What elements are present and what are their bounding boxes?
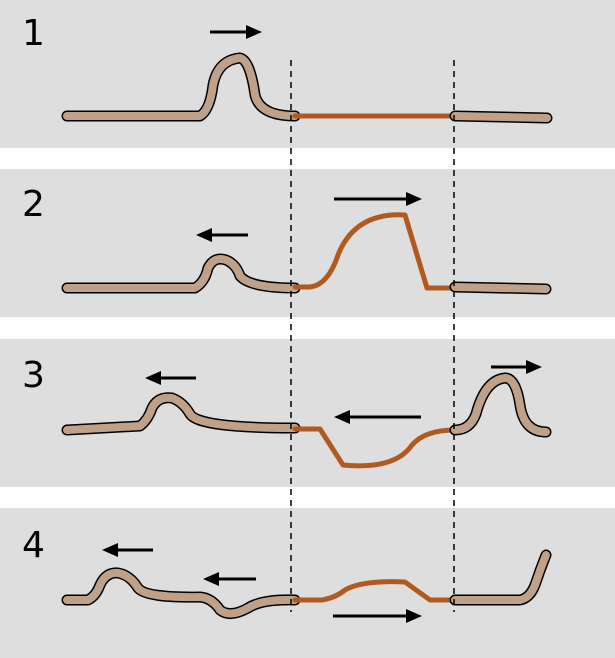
panel-3-rod [292,426,458,469]
panel-2-right-rope [449,281,552,295]
panel-1-background [0,0,615,148]
panel-1-number: 1 [22,13,45,54]
panel-3-arrow-left-middle [334,410,421,424]
panel-3: 3 [0,339,615,487]
panel-3-arrow-right-top [491,360,542,374]
panel-4: 4 [0,508,615,658]
panel-4-right-rope [449,549,552,606]
panel-4-arrow-left-middle [203,572,256,586]
panel-1-right-rope [449,110,553,124]
panel-2: 2 [0,169,615,317]
panel-4-arrow-left-top [102,543,153,557]
panel-3-right-rope [449,372,552,438]
panel-3-background [0,339,615,487]
panel-2-number: 2 [22,184,45,225]
panel-1-left-rope [61,52,301,122]
panel-2-left-rope [61,253,301,294]
panel-3-number: 3 [22,355,45,396]
panel-2-arrow-left [196,228,248,242]
panel-4-rod [292,579,458,603]
panel-3-arrow-left-top [145,371,196,385]
panel-4-left-rope [61,567,301,619]
panel-2-rod [292,212,458,291]
panel-4-number: 4 [22,525,45,566]
panel-1-arrow-right [210,25,262,39]
panel-4-arrow-right-bottom [333,609,422,623]
panel-4-background [0,508,615,658]
panel-3-left-rope [61,392,301,436]
panel-2-arrow-right [334,192,422,206]
panel-2-background [0,169,615,317]
panel-1: 1 [0,0,615,148]
